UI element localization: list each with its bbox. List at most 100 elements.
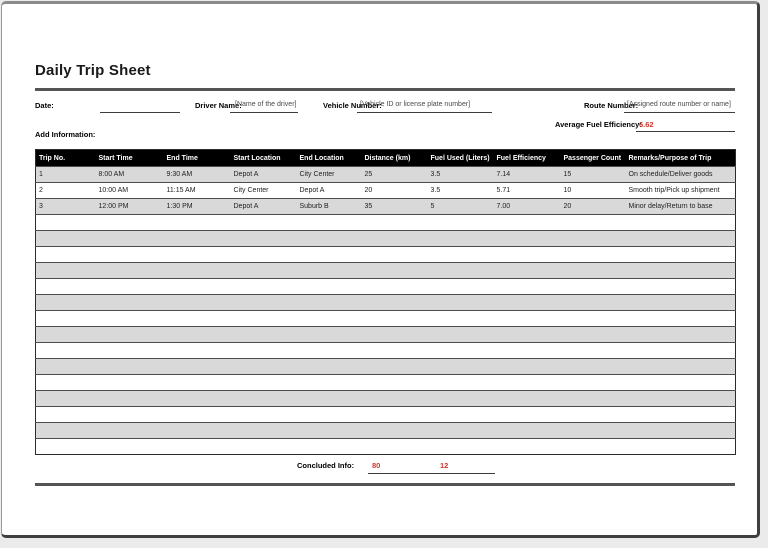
cell[interactable] xyxy=(625,246,736,263)
cell[interactable] xyxy=(230,214,297,231)
cell[interactable] xyxy=(163,374,231,391)
cell[interactable]: 5.71 xyxy=(493,182,561,199)
cell[interactable] xyxy=(560,246,626,263)
cell[interactable] xyxy=(95,358,164,375)
cell[interactable] xyxy=(163,342,231,359)
cell[interactable] xyxy=(163,422,231,439)
cell[interactable] xyxy=(361,214,428,231)
cell[interactable] xyxy=(493,214,561,231)
cell[interactable]: 3 xyxy=(35,198,96,215)
cell[interactable] xyxy=(493,246,561,263)
cell[interactable]: Minor delay/Return to base xyxy=(625,198,736,215)
cell[interactable] xyxy=(35,438,96,455)
concluded-total-distance-value[interactable]: 80 xyxy=(372,461,381,470)
cell[interactable] xyxy=(625,390,736,407)
cell[interactable] xyxy=(560,390,626,407)
cell[interactable] xyxy=(95,230,164,247)
cell[interactable] xyxy=(35,310,96,327)
cell[interactable] xyxy=(493,390,561,407)
cell[interactable] xyxy=(427,438,494,455)
cell[interactable] xyxy=(427,230,494,247)
cell[interactable] xyxy=(296,214,362,231)
cell[interactable] xyxy=(163,406,231,423)
cell[interactable] xyxy=(35,374,96,391)
avg-fuel-efficiency-value[interactable]: 6.62 xyxy=(639,120,654,129)
cell[interactable] xyxy=(296,246,362,263)
cell[interactable] xyxy=(230,406,297,423)
cell[interactable]: 3.5 xyxy=(427,182,494,199)
cell[interactable] xyxy=(230,374,297,391)
cell[interactable] xyxy=(230,278,297,295)
date-field[interactable] xyxy=(100,101,180,113)
cell[interactable]: Depot A xyxy=(230,198,297,215)
cell[interactable] xyxy=(493,342,561,359)
cell[interactable] xyxy=(625,374,736,391)
cell[interactable] xyxy=(296,278,362,295)
cell[interactable] xyxy=(427,214,494,231)
cell[interactable] xyxy=(361,262,428,279)
cell[interactable] xyxy=(560,310,626,327)
cell[interactable] xyxy=(230,262,297,279)
cell[interactable] xyxy=(35,390,96,407)
avg-fuel-efficiency-field[interactable]: 6.62 xyxy=(636,120,735,132)
cell[interactable] xyxy=(427,262,494,279)
cell[interactable] xyxy=(296,390,362,407)
cell[interactable] xyxy=(560,262,626,279)
cell[interactable] xyxy=(35,326,96,343)
cell[interactable] xyxy=(230,438,297,455)
cell[interactable]: Depot A xyxy=(230,166,297,183)
cell[interactable] xyxy=(361,390,428,407)
cell[interactable] xyxy=(230,230,297,247)
cell[interactable] xyxy=(493,374,561,391)
cell[interactable] xyxy=(560,230,626,247)
cell[interactable] xyxy=(625,406,736,423)
cell[interactable] xyxy=(296,342,362,359)
cell[interactable] xyxy=(35,342,96,359)
cell[interactable] xyxy=(560,326,626,343)
cell[interactable] xyxy=(625,326,736,343)
cell[interactable] xyxy=(163,262,231,279)
cell[interactable] xyxy=(427,246,494,263)
cell[interactable] xyxy=(427,422,494,439)
cell[interactable] xyxy=(493,358,561,375)
cell[interactable] xyxy=(163,438,231,455)
cell[interactable]: On schedule/Deliver goods xyxy=(625,166,736,183)
cell[interactable] xyxy=(95,342,164,359)
cell[interactable] xyxy=(560,342,626,359)
cell[interactable] xyxy=(493,278,561,295)
cell[interactable] xyxy=(230,310,297,327)
cell[interactable] xyxy=(625,342,736,359)
cell[interactable] xyxy=(560,358,626,375)
cell[interactable] xyxy=(427,278,494,295)
cell[interactable] xyxy=(35,422,96,439)
cell[interactable] xyxy=(95,278,164,295)
cell[interactable] xyxy=(625,310,736,327)
cell[interactable] xyxy=(95,422,164,439)
cell[interactable] xyxy=(95,262,164,279)
cell[interactable]: 2 xyxy=(35,182,96,199)
cell[interactable]: Suburb B xyxy=(296,198,362,215)
route-number-field[interactable]: [Assigned route number or name] xyxy=(624,101,735,113)
cell[interactable] xyxy=(625,294,736,311)
cell[interactable] xyxy=(427,326,494,343)
cell[interactable] xyxy=(361,246,428,263)
cell[interactable] xyxy=(95,390,164,407)
cell[interactable]: 10 xyxy=(560,182,626,199)
cell[interactable] xyxy=(95,214,164,231)
cell[interactable] xyxy=(493,326,561,343)
cell[interactable] xyxy=(560,294,626,311)
cell[interactable] xyxy=(163,326,231,343)
cell[interactable]: 1:30 PM xyxy=(163,198,231,215)
cell[interactable]: 3.5 xyxy=(427,166,494,183)
cell[interactable]: 20 xyxy=(560,198,626,215)
cell[interactable]: 1 xyxy=(35,166,96,183)
cell[interactable] xyxy=(163,246,231,263)
cell[interactable] xyxy=(230,326,297,343)
cell[interactable] xyxy=(296,326,362,343)
cell[interactable] xyxy=(427,406,494,423)
cell[interactable] xyxy=(361,342,428,359)
cell[interactable] xyxy=(625,230,736,247)
cell[interactable] xyxy=(296,422,362,439)
cell[interactable] xyxy=(95,326,164,343)
cell[interactable] xyxy=(230,422,297,439)
